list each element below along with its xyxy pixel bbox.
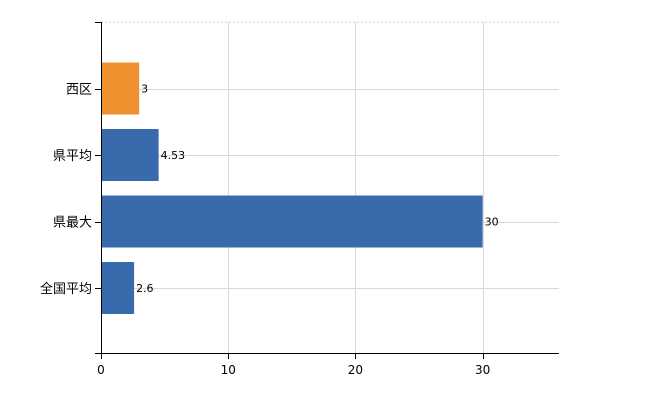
bar-0 [101, 62, 140, 115]
data-label: 4.53 [161, 149, 186, 162]
data-label: 3 [141, 83, 148, 96]
x-tick-label: 20 [348, 363, 363, 377]
category-label: 西区 [66, 83, 92, 98]
data-label: 2.6 [136, 282, 154, 295]
x-tick-label: 30 [475, 363, 490, 377]
axes [95, 22, 559, 359]
bar-2 [101, 195, 483, 248]
category-label: 県平均 [53, 149, 92, 164]
x-tick-label: 10 [221, 363, 236, 377]
bar-3 [101, 262, 135, 314]
bars [101, 62, 483, 314]
category-label: 全国平均 [40, 281, 92, 297]
category-label: 県最大 [53, 216, 92, 231]
x-tick-label: 0 [97, 363, 105, 377]
bar-1 [101, 129, 159, 181]
grid-lines [101, 21, 559, 353]
data-label: 30 [485, 216, 499, 229]
